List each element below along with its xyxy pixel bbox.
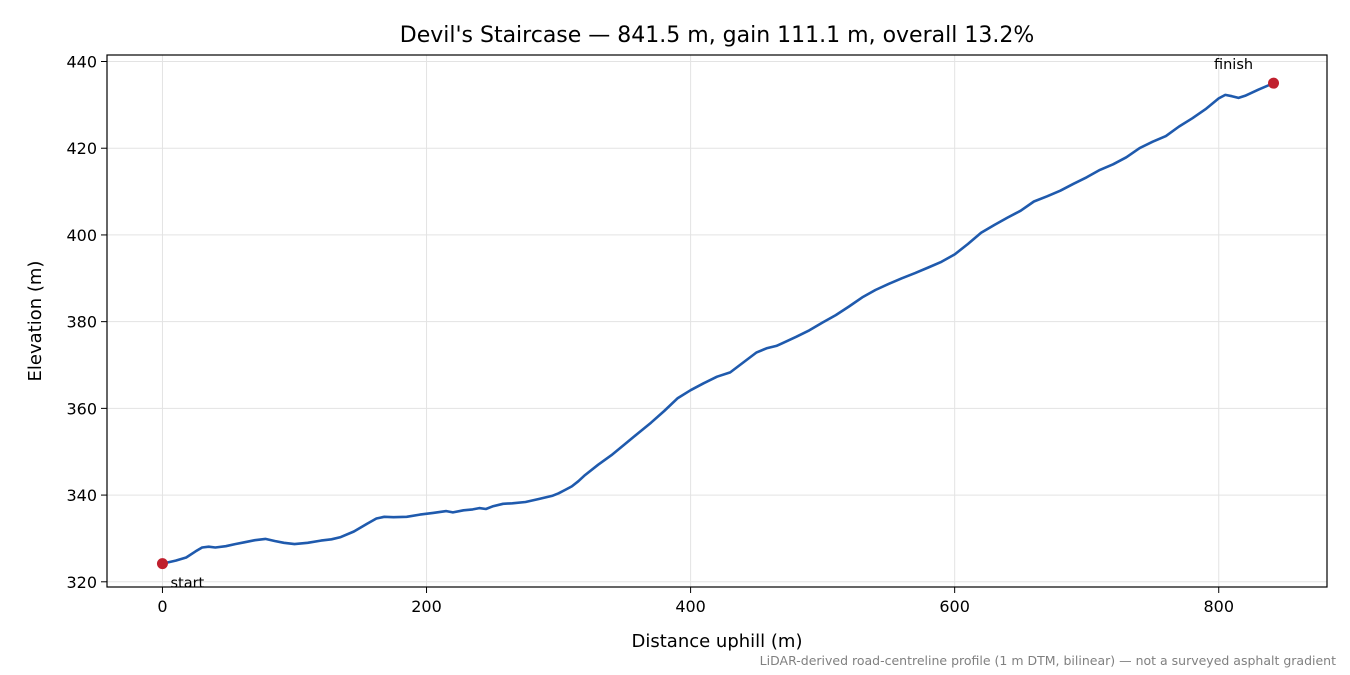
start-annotation: start	[170, 576, 204, 592]
y-tick-label: 380	[66, 313, 97, 332]
y-tick-label: 420	[66, 139, 97, 158]
y-tick-label: 340	[66, 486, 97, 505]
axis-ticks: 0 200 400 600 800 320 340 360 380 400 420 440	[66, 53, 1234, 616]
footnote: LiDAR-derived road-centreline profile (1…	[760, 653, 1336, 668]
x-axis-label: Distance uphill (m)	[632, 631, 803, 652]
y-tick-label: 320	[66, 573, 97, 592]
grid-lines	[107, 55, 1327, 587]
x-tick-label: 400	[675, 597, 706, 616]
finish-marker	[1268, 77, 1280, 89]
x-tick-label: 200	[411, 597, 442, 616]
y-tick-label: 360	[66, 399, 97, 418]
elevation-line	[161, 81, 1275, 565]
x-tick-label: 0	[157, 597, 167, 616]
chart-title: Devil's Staircase — 841.5 m, gain 111.1 …	[400, 23, 1034, 48]
y-axis-label: Elevation (m)	[25, 261, 46, 382]
x-tick-label: 800	[1203, 597, 1234, 616]
start-marker	[156, 558, 168, 570]
x-tick-label: 600	[939, 597, 970, 616]
finish-annotation: finish	[1214, 57, 1253, 73]
y-tick-label: 400	[66, 226, 97, 245]
y-tick-label: 440	[66, 53, 97, 72]
plot-frame	[106, 54, 1328, 588]
